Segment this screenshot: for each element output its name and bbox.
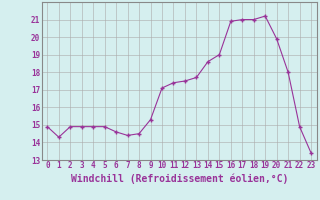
X-axis label: Windchill (Refroidissement éolien,°C): Windchill (Refroidissement éolien,°C): [70, 173, 288, 184]
